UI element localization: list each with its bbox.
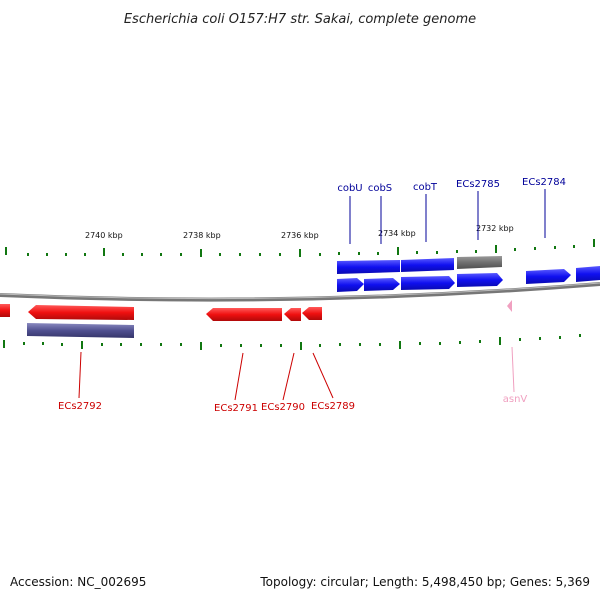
- forward-cds-block[interactable]: [401, 258, 454, 272]
- gene-label-cobS: cobS: [368, 183, 392, 194]
- scale-label: 2734 kbp: [378, 229, 416, 238]
- gene-arrow-ECs2785[interactable]: [457, 273, 503, 287]
- reverse-gene-arrows: [0, 304, 322, 321]
- gene-arrow-cobT[interactable]: [401, 276, 455, 290]
- scale-label: 2740 kbp: [85, 231, 123, 240]
- gene-label-asnV: asnV: [503, 394, 528, 405]
- top-label-leaders: [349, 189, 546, 244]
- gene-arrow-cobS[interactable]: [364, 278, 400, 291]
- gene-arrow-ECs2790[interactable]: [284, 308, 301, 321]
- pseudo-gene-block[interactable]: [457, 256, 502, 269]
- reverse-gene-block[interactable]: [27, 323, 134, 338]
- gene-label-ECs2792: ECs2792: [58, 401, 102, 412]
- genome-backbone: [0, 282, 600, 302]
- trna-marker-asnV[interactable]: [507, 300, 512, 312]
- gene-label-cobT: cobT: [413, 182, 438, 193]
- gene-label-ECs2790: ECs2790: [261, 402, 305, 413]
- gene-arrow-ECs2792[interactable]: [28, 305, 134, 320]
- map-title: Escherichia coli O157:H7 str. Sakai, com…: [124, 12, 476, 27]
- genome-backbone-highlight: [0, 282, 600, 300]
- footer-accession: Accession: NC_002695: [10, 575, 146, 589]
- gene-label-ECs2789: ECs2789: [311, 401, 355, 412]
- forward-cds-block[interactable]: [337, 260, 400, 274]
- inner-tick-row: [3, 334, 581, 350]
- forward-gene-arrows: [337, 266, 600, 292]
- gene-arrow-ECs2791[interactable]: [206, 308, 282, 321]
- bottom-label-leaders: [78, 346, 515, 401]
- scale-label: 2736 kbp: [281, 231, 319, 240]
- outer-tick-row: [5, 239, 595, 257]
- scale-label: 2732 kbp: [476, 224, 514, 233]
- footer-stats: Topology: circular; Length: 5,498,450 bp…: [259, 575, 590, 589]
- gene-arrow-ECs2784[interactable]: [526, 269, 571, 284]
- gene-label-cobU: cobU: [337, 183, 362, 194]
- gene-label-ECs2785: ECs2785: [456, 179, 500, 190]
- scale-label: 2738 kbp: [183, 231, 221, 240]
- gene-arrow-cobU[interactable]: [337, 278, 364, 292]
- gene-label-ECs2784: ECs2784: [522, 177, 566, 188]
- forward-gene-blocks: [337, 256, 502, 274]
- gene-arrow-left-edge[interactable]: [0, 304, 10, 317]
- gene-label-ECs2791: ECs2791: [214, 403, 258, 414]
- gene-arrow-ECs2789[interactable]: [302, 307, 322, 320]
- gene-arrow-offscreen[interactable]: [576, 266, 600, 282]
